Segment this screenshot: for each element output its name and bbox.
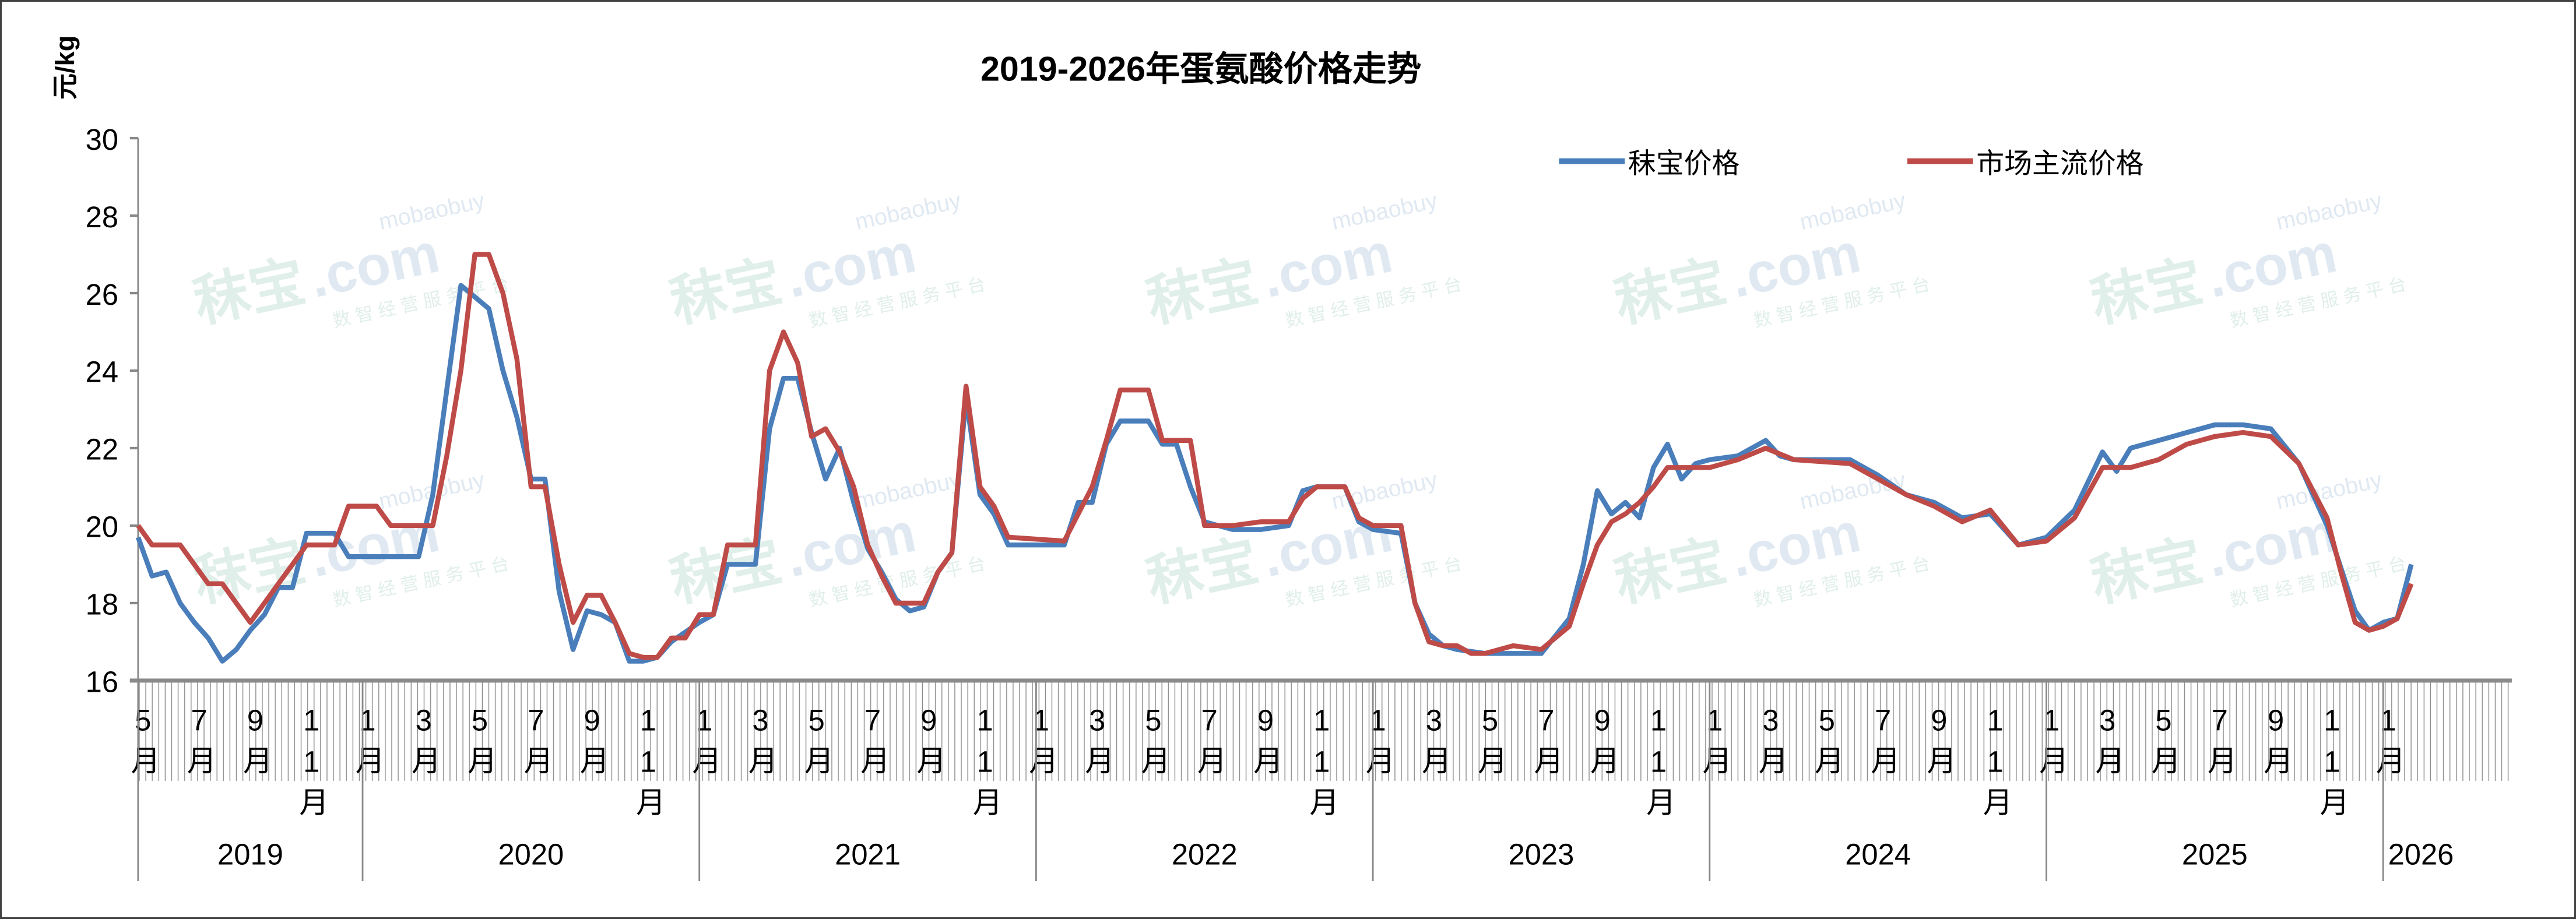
x-tick-label-month: 9月 (1249, 703, 1282, 783)
x-tick-label-month: 7月 (2203, 703, 2236, 783)
x-tick-label-month: 1月 (351, 703, 384, 783)
y-tick-label: 24 (86, 355, 118, 389)
x-tick-label-month: 5月 (800, 703, 833, 783)
x-tick-label-year: 2023 (1509, 838, 1575, 871)
watermark-brand: 秣宝 (665, 250, 788, 334)
x-tick-label-month: 9月 (2259, 703, 2293, 783)
x-tick-label-month: 5月 (1474, 703, 1507, 783)
x-tick-label-month: 3月 (1754, 703, 1787, 783)
x-tick-label-year: 2020 (498, 838, 564, 871)
y-tick-label: 30 (86, 123, 118, 156)
watermark-brand: 秣宝 (2086, 250, 2208, 334)
x-axis: 5月 7月 9月 11月 1月 3月 5月 7月 9月 11月 1月 3月 5月 7月 9月 11月 1月 3月 5… (126, 678, 2512, 881)
series-line (136, 252, 2414, 660)
x-tick-label-year: 2024 (1845, 838, 1911, 871)
x-tick-label-month: 5月 (1137, 703, 1170, 783)
y-axis-label: 元/kg (50, 36, 80, 100)
y-tick-label: 28 (86, 200, 118, 234)
x-tick-label-month: 5月 (2147, 703, 2180, 783)
x-tick-label-month: 1月 (2034, 703, 2068, 783)
y-tick-label: 22 (86, 433, 118, 466)
x-tick-label-month: 1月 (2371, 703, 2405, 783)
x-tick-label-year: 2022 (1172, 838, 1238, 871)
x-axis-week-ticks (138, 680, 2512, 781)
y-tick-label: 26 (86, 278, 118, 311)
y-tick-label: 18 (86, 588, 118, 621)
legend-label: 秣宝价格 (1628, 148, 1740, 179)
x-tick-label-month: 7月 (1867, 703, 1900, 783)
x-tick-label-month: 3月 (407, 703, 440, 783)
x-tick-label-month: 11月 (631, 703, 665, 824)
legend: 秣宝价格 市场主流价格 (1559, 148, 2144, 179)
watermark-brand: 秣宝 (1609, 529, 1732, 614)
x-tick-label-month: 3月 (744, 703, 777, 783)
x-tick-label-month: 7月 (1193, 703, 1226, 783)
x-tick-label-month: 7月 (856, 703, 890, 783)
x-tick-label-month: 1月 (1361, 703, 1394, 783)
x-tick-label-month: 5月 (1810, 703, 1843, 783)
x-tick-label-month: 3月 (1081, 703, 1114, 783)
x-tick-label-month: 11月 (968, 703, 1001, 824)
x-tick-label-month: 11月 (1305, 703, 1338, 824)
watermark-brand: 秣宝 (188, 529, 311, 614)
watermark-brand: 秣宝 (188, 250, 311, 334)
y-tick-label: 16 (86, 666, 118, 699)
x-tick-label-year: 2019 (217, 838, 283, 871)
legend-label: 市场主流价格 (1976, 148, 2143, 179)
series-line (135, 283, 2414, 664)
x-tick-label-month: 11月 (295, 703, 328, 824)
x-tick-label-year: 2025 (2182, 838, 2248, 871)
x-tick-label-month: 9月 (1586, 703, 1619, 783)
x-tick-label-month: 3月 (2091, 703, 2124, 783)
x-tick-label-year: 2026 (2388, 838, 2454, 871)
legend-item: 秣宝价格 (1559, 148, 1739, 179)
x-tick-label-month: 11月 (2315, 703, 2349, 824)
series-lines (135, 252, 2414, 664)
x-tick-label-month: 1月 (1698, 703, 1731, 783)
x-tick-label-month: 9月 (1923, 703, 1956, 783)
y-axis: 16 18 20 22 24 26 28 30 (86, 123, 139, 699)
x-tick-label-month: 7月 (182, 703, 216, 783)
legend-item: 市场主流价格 (1907, 148, 2144, 179)
x-tick-label-month: 9月 (912, 703, 946, 783)
x-tick-label-month: 7月 (519, 703, 553, 783)
x-tick-label-month: 5月 (126, 703, 160, 783)
x-tick-label-month: 9月 (575, 703, 609, 783)
x-tick-label-month: 5月 (463, 703, 497, 783)
watermark-brand: 秣宝 (1141, 529, 1264, 614)
x-tick-label-month: 1月 (688, 703, 721, 783)
x-tick-label-month: 11月 (1642, 703, 1675, 824)
watermark-brand: 秣宝 (1141, 250, 1264, 334)
x-tick-label-year: 2021 (835, 838, 901, 871)
x-tick-label-month: 3月 (1417, 703, 1450, 783)
chart-title: 2019-2026年蛋氨酸价格走势 (981, 49, 1421, 88)
x-tick-label-month: 1月 (1024, 703, 1057, 783)
x-tick-label-month: 7月 (1530, 703, 1563, 783)
watermark-brand: 秣宝 (1609, 250, 1732, 334)
watermark-brand: 秣宝 (2086, 529, 2208, 614)
x-tick-label-month: 9月 (238, 703, 272, 783)
y-tick-label: 20 (86, 510, 118, 544)
x-tick-label-month: 11月 (1978, 703, 2012, 824)
